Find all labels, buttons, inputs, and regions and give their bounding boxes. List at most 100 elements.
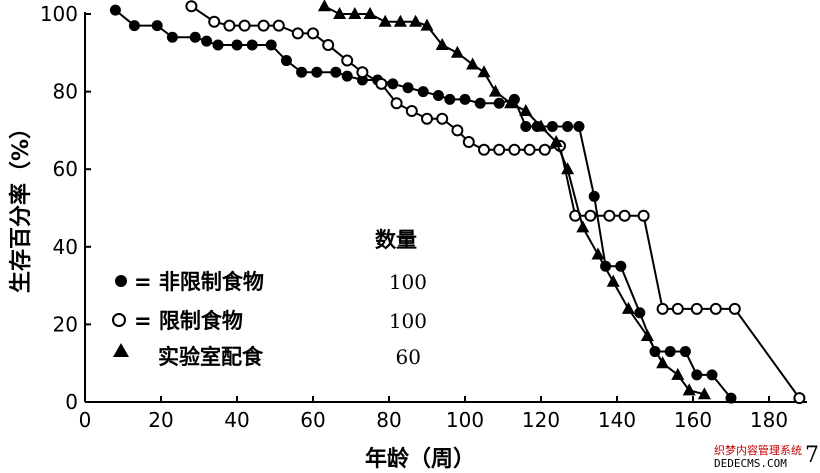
data-point-restricted xyxy=(478,143,490,156)
watermark: 织梦内容管理系统 DEDECMS.COM 7 xyxy=(714,443,819,470)
data-point-lab-diet xyxy=(640,329,654,342)
data-point-restricted xyxy=(208,15,221,28)
data-point-unrestricted xyxy=(615,260,627,272)
y-tick-label: 80 xyxy=(53,80,78,104)
data-point-unrestricted xyxy=(402,82,414,94)
x-tick-label: 120 xyxy=(522,408,560,432)
x-tick-label: 0 xyxy=(79,408,92,432)
series-restricted xyxy=(185,0,806,405)
data-point-restricted xyxy=(405,105,418,117)
data-point-unrestricted xyxy=(341,70,353,82)
data-point-lab-diet xyxy=(606,274,620,287)
watermark-mark: 7 xyxy=(805,443,819,468)
data-point-restricted xyxy=(390,97,403,110)
data-point-unrestricted xyxy=(330,66,342,78)
x-tick-label: 140 xyxy=(598,408,636,432)
data-point-unrestricted xyxy=(725,392,737,404)
data-point-unrestricted xyxy=(201,35,213,47)
data-point-restricted xyxy=(671,302,684,315)
data-point-lab-diet xyxy=(333,7,347,19)
data-point-lab-diet xyxy=(488,84,502,97)
data-point-lab-diet xyxy=(697,387,711,400)
data-point-restricted xyxy=(238,19,251,32)
data-point-restricted xyxy=(272,19,285,32)
legend: 数量 = 非限制食物 100 = 限制食物 100 实验室配食 60 xyxy=(112,228,427,369)
data-point-unrestricted xyxy=(444,93,456,105)
y-tick-label: 20 xyxy=(53,312,78,336)
data-point-lab-diet xyxy=(393,14,407,27)
data-point-unrestricted xyxy=(562,121,574,133)
data-point-unrestricted xyxy=(474,97,486,109)
data-point-unrestricted xyxy=(706,369,718,381)
series-layer xyxy=(109,0,806,405)
data-point-restricted xyxy=(584,209,597,222)
data-point-restricted xyxy=(436,112,449,125)
legend-label-restricted: = 限制食物 xyxy=(134,309,243,333)
x-tick-label: 100 xyxy=(446,408,484,432)
data-point-unrestricted xyxy=(546,121,558,133)
legend-marker-open-circle xyxy=(112,313,126,327)
y-tick-label: 60 xyxy=(53,157,78,181)
data-point-unrestricted xyxy=(493,97,505,109)
data-point-lab-diet xyxy=(671,367,685,380)
data-point-unrestricted xyxy=(296,66,308,78)
series-lab-diet xyxy=(317,0,711,400)
y-tick-label: 100 xyxy=(40,2,78,26)
x-tick-label: 180 xyxy=(750,408,788,432)
data-point-unrestricted xyxy=(265,39,277,51)
data-point-restricted xyxy=(656,302,669,315)
data-point-lab-diet xyxy=(435,38,449,51)
data-point-restricted xyxy=(709,302,722,315)
legend-marker-filled-triangle xyxy=(113,343,129,357)
watermark-line1: 织梦内容管理系统 xyxy=(714,443,802,457)
data-point-restricted xyxy=(462,136,475,149)
data-point-unrestricted xyxy=(109,4,121,16)
data-point-restricted xyxy=(322,39,335,52)
y-tick-label: 0 xyxy=(65,390,78,414)
data-point-unrestricted xyxy=(212,39,224,51)
data-point-restricted xyxy=(793,392,806,405)
data-point-restricted xyxy=(451,124,464,137)
data-point-lab-diet xyxy=(409,14,423,27)
data-point-unrestricted xyxy=(432,89,444,101)
legend-count-restricted: 100 xyxy=(389,309,427,333)
data-point-restricted xyxy=(538,143,551,156)
data-point-restricted xyxy=(356,66,369,79)
legend-count-unrestricted: 100 xyxy=(389,270,427,294)
series-line-restricted xyxy=(190,5,801,399)
data-point-restricted xyxy=(618,209,631,222)
data-point-unrestricted xyxy=(417,86,429,98)
data-point-lab-diet xyxy=(504,96,518,109)
data-point-lab-diet xyxy=(519,104,533,116)
x-axis-title: 年龄（周） xyxy=(365,446,475,472)
data-point-restricted xyxy=(291,27,304,40)
data-point-unrestricted xyxy=(664,346,676,358)
data-point-restricted xyxy=(728,302,741,315)
data-point-lab-diet xyxy=(682,383,696,396)
data-point-restricted xyxy=(375,77,388,90)
data-point-lab-diet xyxy=(477,65,491,78)
data-point-restricted xyxy=(223,19,236,32)
data-point-lab-diet xyxy=(450,45,464,58)
legend-count-lab-diet: 60 xyxy=(396,345,421,369)
data-point-unrestricted xyxy=(459,93,471,105)
data-point-unrestricted xyxy=(387,78,399,90)
data-point-lab-diet xyxy=(363,7,377,19)
data-point-lab-diet xyxy=(576,220,590,233)
y-tick-label: 40 xyxy=(53,235,78,259)
data-point-restricted xyxy=(421,112,433,125)
legend-header: 数量 xyxy=(375,228,417,252)
legend-marker-filled-circle xyxy=(115,275,127,287)
data-point-restricted xyxy=(603,209,616,222)
data-point-lab-diet xyxy=(317,0,331,12)
data-point-lab-diet xyxy=(591,247,605,260)
data-point-lab-diet xyxy=(348,7,362,19)
data-point-unrestricted xyxy=(151,20,163,32)
data-point-lab-diet xyxy=(534,119,548,132)
series-unrestricted xyxy=(109,4,737,404)
data-point-unrestricted xyxy=(128,20,140,32)
series-line-unrestricted xyxy=(114,9,732,399)
data-point-lab-diet xyxy=(656,356,670,369)
data-point-lab-diet xyxy=(378,14,392,27)
